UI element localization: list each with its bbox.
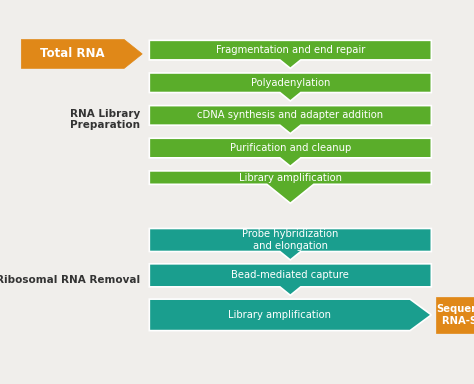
Polygon shape [149, 138, 431, 166]
Polygon shape [149, 40, 431, 68]
Text: Library amplification: Library amplification [228, 310, 331, 320]
Text: Polyadenylation: Polyadenylation [251, 78, 330, 88]
Text: Purification and cleanup: Purification and cleanup [230, 143, 351, 153]
FancyBboxPatch shape [436, 297, 474, 333]
Polygon shape [149, 106, 431, 134]
Polygon shape [149, 171, 431, 203]
Text: Total RNA: Total RNA [40, 48, 105, 60]
Text: Fragmentation and end repair: Fragmentation and end repair [216, 45, 365, 55]
Text: Bead-mediated capture: Bead-mediated capture [231, 270, 349, 280]
Text: Sequencing-ready
RNA-Seq library: Sequencing-ready RNA-Seq library [436, 304, 474, 326]
Polygon shape [149, 228, 431, 260]
Text: Ribosomal RNA Removal: Ribosomal RNA Removal [0, 275, 140, 285]
Text: Library amplification: Library amplification [239, 172, 342, 183]
Polygon shape [149, 264, 431, 295]
Polygon shape [21, 40, 142, 68]
Text: cDNA synthesis and adapter addition: cDNA synthesis and adapter addition [197, 110, 383, 121]
Text: Probe hybridization
and elongation: Probe hybridization and elongation [242, 229, 338, 251]
Polygon shape [149, 299, 431, 331]
Polygon shape [149, 73, 431, 101]
Text: RNA Library Preparation: RNA Library Preparation [70, 109, 140, 131]
